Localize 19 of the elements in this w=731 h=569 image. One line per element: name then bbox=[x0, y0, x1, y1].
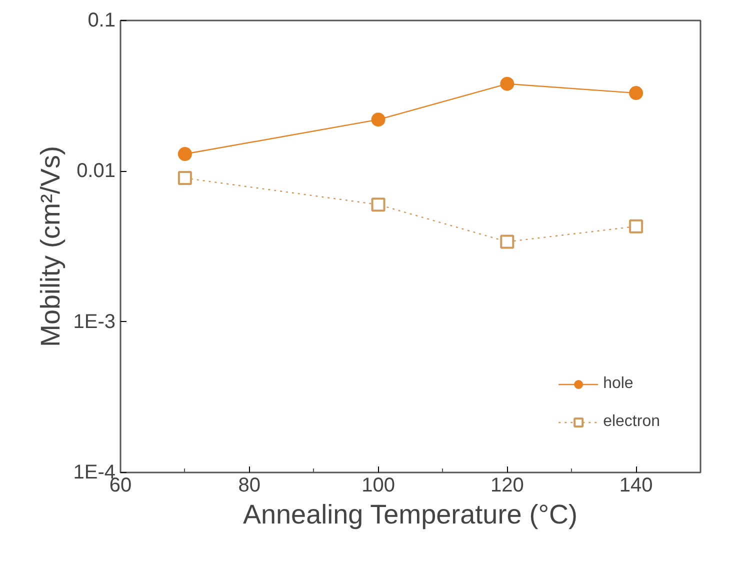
point bbox=[178, 171, 192, 186]
point bbox=[629, 86, 644, 100]
y-tick-label: 0.01 bbox=[76, 160, 116, 182]
point bbox=[178, 147, 192, 161]
x-tick-label: 80 bbox=[238, 474, 261, 496]
y-axis-title: Mobility (cm²/Vs) bbox=[35, 146, 66, 347]
x-axis-title: Annealing Temperature (°C) bbox=[243, 500, 578, 530]
point bbox=[629, 219, 644, 234]
point bbox=[371, 112, 386, 127]
y-tick-label: 1E-3 bbox=[73, 310, 116, 333]
x-tick-label: 120 bbox=[490, 474, 524, 496]
point bbox=[500, 234, 514, 249]
point bbox=[371, 198, 386, 212]
legend-label: electron bbox=[603, 413, 660, 431]
y-tick-label: 0.1 bbox=[88, 10, 116, 32]
legend-label: hole bbox=[603, 375, 634, 393]
x-tick-label: 100 bbox=[362, 474, 395, 496]
x-tick-label: 140 bbox=[619, 474, 653, 496]
point bbox=[500, 76, 514, 91]
